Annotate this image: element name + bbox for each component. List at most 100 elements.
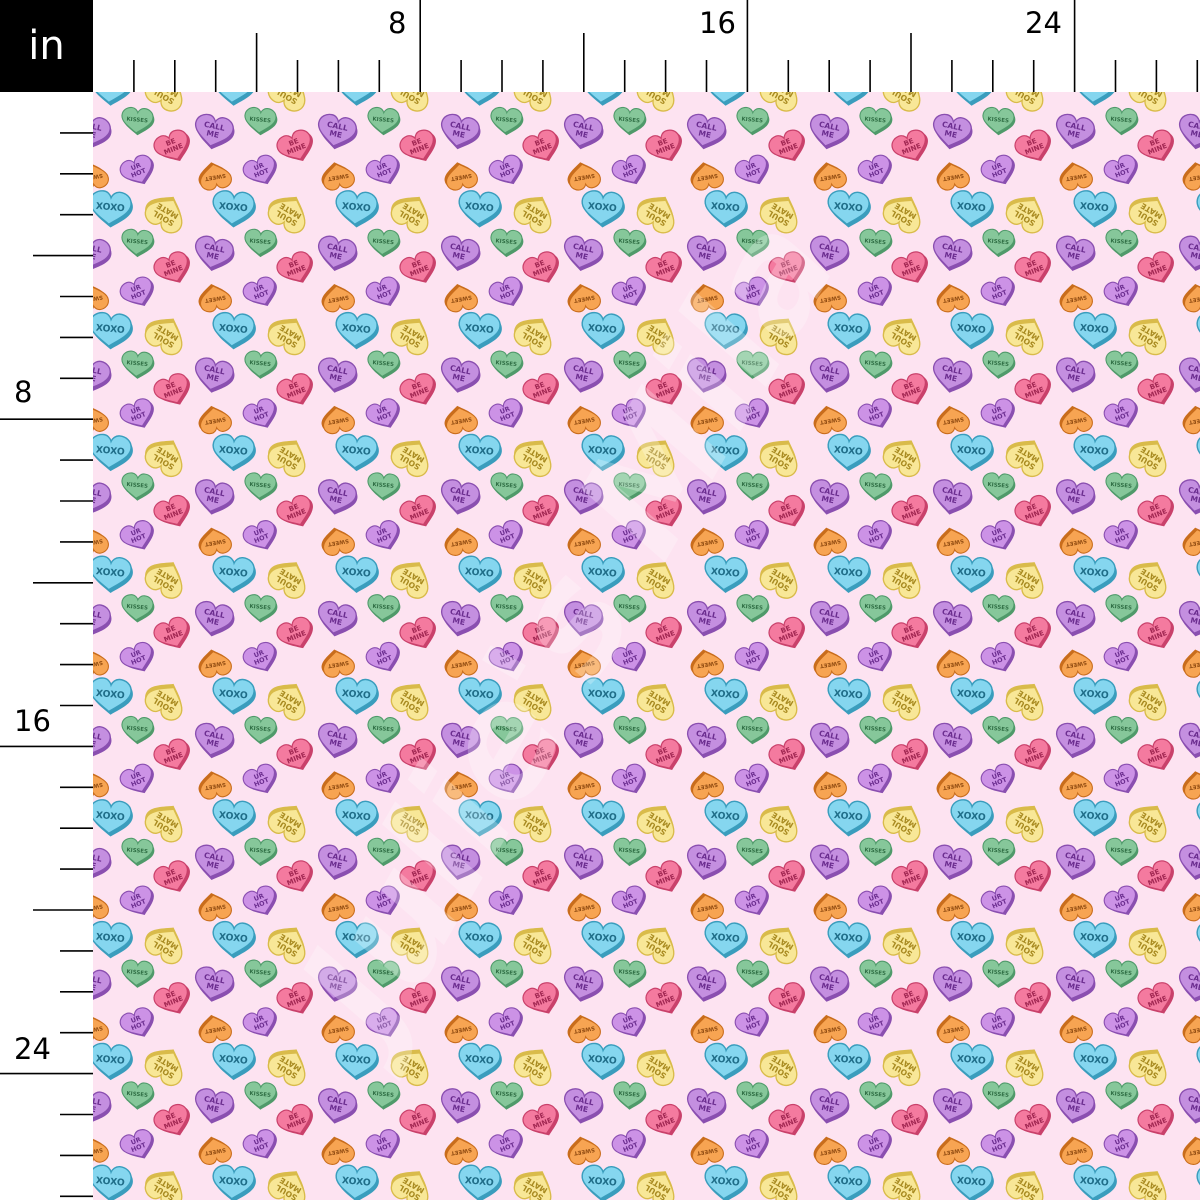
candy-heart-sweet: SWEET <box>934 646 971 678</box>
candy-heart-kisses: KISSES <box>858 837 893 867</box>
candy-heart-xoxo: XOXO <box>1072 799 1118 839</box>
candy-heart-kisses: KISSES <box>243 594 278 624</box>
candy-heart-sweet: SWEET <box>1057 281 1094 313</box>
candy-heart-kisses: KISSES <box>366 350 401 380</box>
candy-heart-xoxo: XOXO <box>1195 433 1200 473</box>
candy-heart-xoxo: XOXO <box>703 677 749 717</box>
candy-heart-kisses: KISSES <box>243 107 278 137</box>
candy-heart-xoxo: XOXO <box>457 92 503 108</box>
candy-heart-xoxo: XOXO <box>703 1042 749 1082</box>
candy-heart-sweet: SWEET <box>319 525 356 557</box>
candy-heart-xoxo: XOXO <box>334 433 380 473</box>
candy-heart-sweet: SWEET <box>934 1012 971 1044</box>
candy-heart-kisses: KISSES <box>612 959 647 989</box>
candy-heart-sweet: SWEET <box>93 403 110 435</box>
candy-heart-kisses: KISSES <box>981 959 1016 989</box>
candy-heart-kisses: KISSES <box>489 1081 524 1111</box>
candy-heart-xoxo: XOXO <box>211 1164 257 1200</box>
candy-heart-sweet: SWEET <box>811 646 848 678</box>
heart-face <box>1195 433 1200 469</box>
candy-heart-xoxo: XOXO <box>949 677 995 717</box>
candy-heart-xoxo: XOXO <box>93 92 134 108</box>
candy-heart-xoxo: XOXO <box>949 433 995 473</box>
candy-heart-sweet: SWEET <box>442 159 479 191</box>
candy-heart-sweet: SWEET <box>1180 525 1200 557</box>
candy-heart-xoxo: XOXO <box>1072 190 1118 230</box>
candy-heart-sweet: SWEET <box>1057 1134 1094 1166</box>
candy-heart-pattern: XOXOSOULMATEXOXOSOULMATEXOXOSOULMATEXOXO… <box>93 92 1200 1200</box>
candy-heart-xoxo: XOXO <box>1195 312 1200 352</box>
candy-heart-sweet: SWEET <box>565 1134 602 1166</box>
candy-heart-sweet: SWEET <box>688 646 725 678</box>
candy-heart-kisses: KISSES <box>489 472 524 502</box>
candy-heart-xoxo: XOXO <box>211 799 257 839</box>
heart-face <box>1195 921 1200 957</box>
candy-heart-kisses: KISSES <box>735 959 770 989</box>
candy-heart-xoxo: XOXO <box>826 92 872 108</box>
candy-heart-kisses: KISSES <box>858 472 893 502</box>
candy-heart-xoxo: XOXO <box>580 799 626 839</box>
candy-heart-xoxo: XOXO <box>580 312 626 352</box>
candy-heart-kisses: KISSES <box>735 1081 770 1111</box>
candy-heart-xoxo: XOXO <box>93 555 134 595</box>
candy-heart-kisses: KISSES <box>981 594 1016 624</box>
candy-heart-xoxo: XOXO <box>211 677 257 717</box>
heart-face <box>1195 555 1200 591</box>
candy-heart-kisses: KISSES <box>1104 228 1139 258</box>
candy-heart-sweet: SWEET <box>319 1134 356 1166</box>
candy-heart-kisses: KISSES <box>1104 837 1139 867</box>
candy-heart-kisses: KISSES <box>612 837 647 867</box>
top-ruler-label-8: 8 <box>388 6 406 40</box>
